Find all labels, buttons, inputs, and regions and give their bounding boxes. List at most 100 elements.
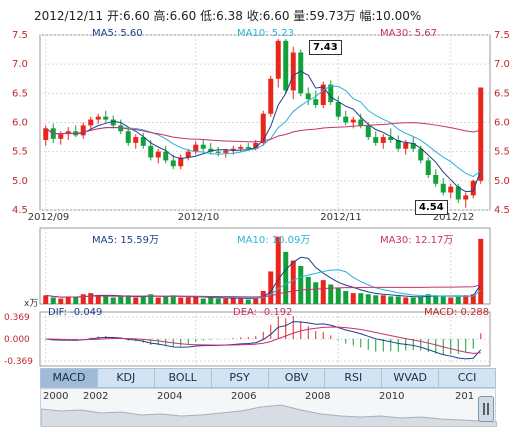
candle-body	[170, 160, 176, 167]
macd-y-tick-label: -0.369	[4, 357, 33, 367]
candle-body	[418, 148, 424, 161]
macd-value-label: MACD: 0.288	[424, 307, 490, 318]
y-tick-label-right: 5.0	[494, 176, 510, 187]
tab-macd[interactable]: MACD	[41, 369, 98, 387]
candle-body	[103, 116, 109, 120]
x-date-label: 2012/12	[433, 212, 475, 223]
volume-bar	[223, 298, 229, 304]
indicator-tabs: MACD KDJ BOLL PSY OBV RSI WVAD CCI	[40, 368, 496, 388]
volume-bar	[305, 276, 311, 304]
y-tick-label-left: 4.5	[12, 205, 28, 216]
candle-body	[118, 125, 124, 132]
candle-body	[365, 125, 371, 138]
volume-bar	[163, 296, 169, 304]
timeline-navigator[interactable]: 2000 2002 2004 2006 2008 2010 201	[40, 388, 497, 427]
y-tick-label-right: 7.5	[494, 30, 510, 41]
volume-bar	[365, 294, 371, 304]
stock-chart: 7.5 7.57.0 7.06.5 6.56.0 6.05.5 5.55.0 5.04.5 4…	[4, 30, 510, 367]
tab-kdj[interactable]: KDJ	[98, 369, 155, 387]
timeline-drag-handle[interactable]	[478, 396, 494, 422]
volume-bar	[103, 296, 109, 304]
volume-bar	[133, 297, 139, 304]
tab-boll[interactable]: BOLL	[155, 369, 212, 387]
candle-body	[253, 142, 259, 149]
volume-bar	[58, 298, 64, 304]
y-tick-label-left: 6.5	[12, 88, 28, 99]
volume-bar	[410, 297, 416, 304]
candle-body	[410, 142, 416, 149]
candle-body	[200, 144, 206, 149]
y-tick-label-right: 5.5	[494, 147, 510, 158]
candle-body	[178, 157, 184, 167]
candle-body	[275, 40, 281, 79]
x-date-label: 2012/11	[320, 212, 362, 223]
volume-bar	[433, 295, 439, 304]
volume-bar	[455, 296, 461, 304]
volume-bar	[193, 296, 199, 304]
volume-bar	[298, 266, 304, 304]
volume-bar	[283, 251, 289, 304]
y-tick-label-left: 7.0	[12, 59, 28, 70]
volume-ma10-label: MA10: 10.09万	[237, 235, 311, 246]
candle-body	[290, 52, 296, 91]
candle-body	[298, 52, 304, 94]
y-tick-label-right: 4.5	[494, 205, 510, 216]
candle-body	[440, 183, 446, 193]
candle-body	[88, 119, 94, 126]
y-tick-label-left: 7.5	[12, 30, 28, 41]
tab-obv[interactable]: OBV	[269, 369, 326, 387]
price-ma30-label: MA30: 5.67	[380, 28, 438, 39]
volume-bar	[230, 297, 236, 304]
candle-body	[95, 116, 101, 120]
volume-bar	[275, 236, 281, 304]
high-price-callout: 7.43	[309, 40, 342, 55]
volume-bar	[118, 296, 124, 304]
price-ma30-line	[45, 122, 481, 143]
y-tick-label-left: 6.0	[12, 118, 28, 129]
candle-body	[133, 137, 139, 143]
candle-body	[478, 87, 484, 181]
volume-bar	[395, 296, 401, 304]
candle-body	[245, 147, 251, 149]
volume-bar	[350, 293, 356, 304]
tab-cci[interactable]: CCI	[457, 371, 477, 384]
y-tick-label-right: 7.0	[494, 59, 510, 70]
candle-body	[155, 151, 161, 158]
volume-bar	[148, 294, 154, 304]
candle-body	[335, 102, 341, 117]
candle-body	[230, 148, 236, 151]
volume-bar	[73, 297, 79, 304]
candle-body	[380, 137, 386, 143]
candle-body	[425, 160, 431, 175]
tab-rsi[interactable]: RSI	[325, 369, 383, 387]
volume-bar	[215, 298, 221, 304]
y-tick-label-left: 5.5	[12, 147, 28, 158]
volume-bar	[343, 290, 349, 304]
candle-body	[268, 78, 274, 114]
macd-dea-label: DEA: -0.192	[233, 307, 293, 318]
candle-body	[343, 116, 349, 123]
volume-ma30-label: MA30: 12.17万	[380, 235, 454, 246]
y-tick-label-right: 6.5	[494, 88, 510, 99]
candle-body	[260, 113, 266, 143]
timeline-year: 2010	[379, 391, 405, 402]
candle-body	[80, 125, 86, 136]
quote-header: 2012/12/11 开:6.60 高:6.60 低:6.38 收:6.60 量…	[34, 9, 422, 23]
volume-bar	[95, 295, 101, 304]
tab-wvad[interactable]: WVAD	[382, 369, 440, 387]
volume-bar	[253, 297, 259, 304]
volume-bar	[425, 294, 431, 304]
candle-body	[328, 84, 334, 103]
candle-body	[448, 186, 454, 193]
volume-bar	[268, 271, 274, 304]
price-ma10-label: MA10: 5.23	[237, 28, 295, 39]
timeline-year: 2004	[157, 391, 183, 402]
candle-body	[223, 150, 229, 153]
volume-bar	[50, 297, 56, 304]
x-date-label: 2012/10	[178, 212, 220, 223]
volume-bar	[418, 296, 424, 304]
tab-psy[interactable]: PSY	[212, 369, 269, 387]
candle-body	[215, 151, 221, 153]
volume-bar	[313, 282, 319, 304]
x-date-label: 2012/09	[28, 212, 70, 223]
